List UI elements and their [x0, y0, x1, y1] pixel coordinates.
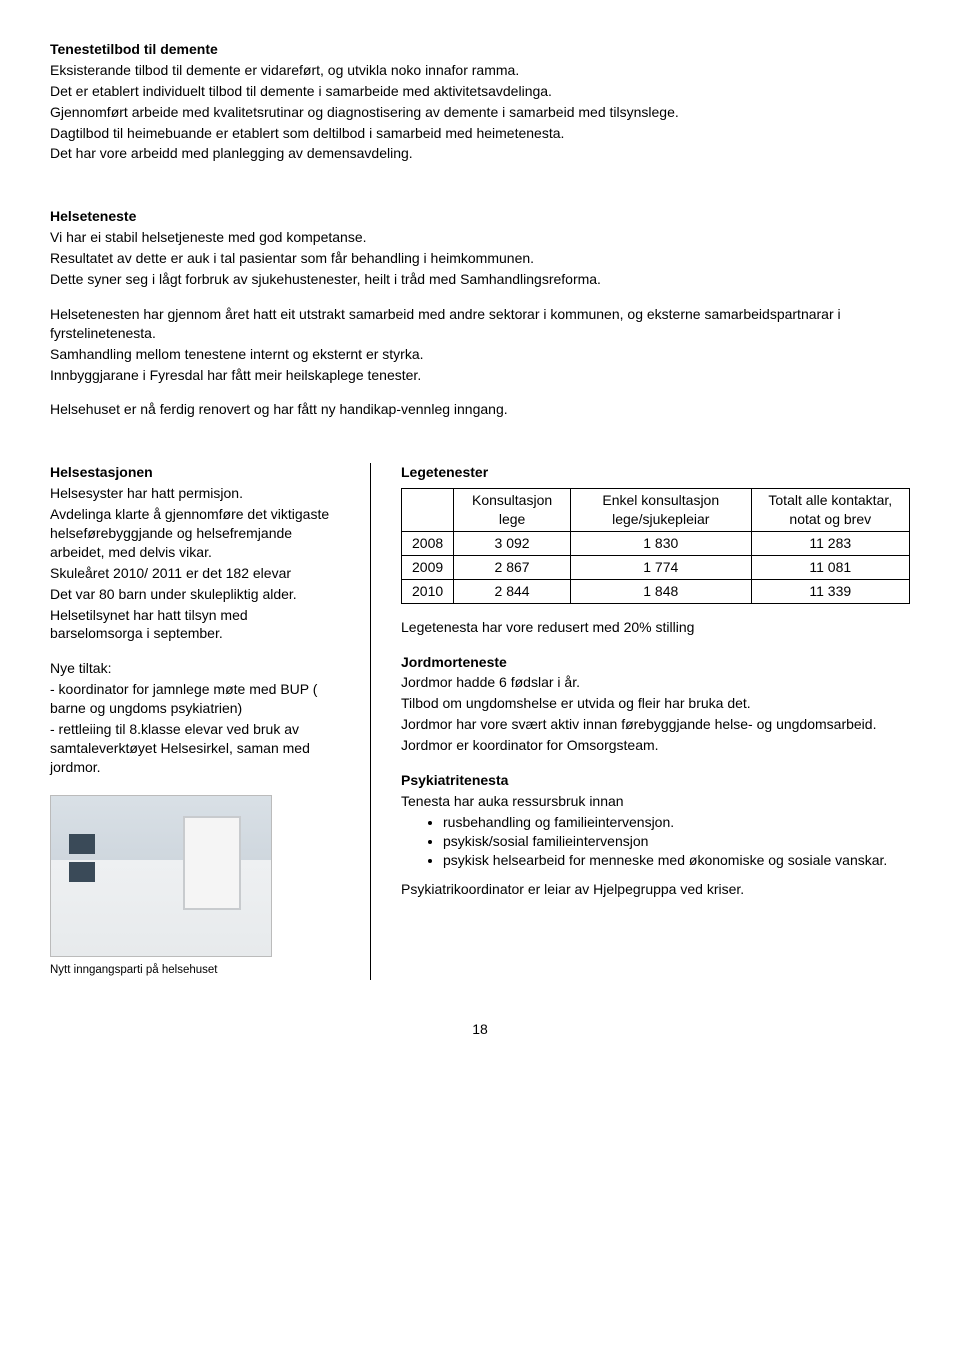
table-cell: 2 867 — [454, 555, 571, 579]
lege-table: Konsultasjon lege Enkel konsultasjon leg… — [401, 488, 910, 603]
bullet-list: rusbehandling og familieintervensjon. ps… — [401, 813, 910, 870]
text: Gjennomført arbeide med kvalitetsrutinar… — [50, 103, 910, 122]
text: Helsetenesten har gjennom året hatt eit … — [50, 305, 910, 343]
list-item: psykisk helsearbeid for menneske med øko… — [443, 851, 910, 870]
photo-helsehuset — [50, 795, 272, 957]
text: Jordmor har vore svært aktiv innan føreb… — [401, 715, 910, 734]
table-row: 2010 2 844 1 848 11 339 — [402, 579, 910, 603]
table-cell: 2010 — [402, 579, 454, 603]
section-demente: Tenestetilbod til demente Eksisterande t… — [50, 40, 910, 163]
table-cell: 2009 — [402, 555, 454, 579]
column-divider — [370, 463, 371, 980]
table-header-row: Konsultasjon lege Enkel konsultasjon leg… — [402, 489, 910, 532]
text: Det var 80 barn under skulepliktig alder… — [50, 585, 340, 604]
text: Skuleåret 2010/ 2011 er det 182 elevar — [50, 564, 340, 583]
table-cell: 1 830 — [571, 532, 752, 556]
text: Jordmor hadde 6 fødslar i år. — [401, 673, 910, 692]
text: Psykiatrikoordinator er leiar av Hjelpeg… — [401, 880, 910, 899]
table-cell: 3 092 — [454, 532, 571, 556]
heading-helsestasjon: Helsestasjonen — [50, 463, 340, 482]
text: Avdelinga klarte å gjennomføre det vikti… — [50, 505, 340, 562]
table-cell: 11 283 — [751, 532, 909, 556]
section-helseteneste: Helseteneste Vi har ei stabil helsetjene… — [50, 207, 910, 419]
list-item: rusbehandling og familieintervensjon. — [443, 813, 910, 832]
text: Dagtilbod til heimebuande er etablert so… — [50, 124, 910, 143]
text: - koordinator for jamnlege møte med BUP … — [50, 680, 340, 718]
heading-psykiatri: Psykiatritenesta — [401, 771, 910, 790]
text: Samhandling mellom tenestene internt og … — [50, 345, 910, 364]
table-row: 2009 2 867 1 774 11 081 — [402, 555, 910, 579]
table-header — [402, 489, 454, 532]
text: Vi har ei stabil helsetjeneste med god k… — [50, 228, 910, 247]
text: Tenesta har auka ressursbruk innan — [401, 792, 910, 811]
text: Det har vore arbeidd med planlegging av … — [50, 144, 910, 163]
text: Helsehuset er nå ferdig renovert og har … — [50, 400, 910, 419]
text: Helsesyster har hatt permisjon. — [50, 484, 340, 503]
two-column-layout: Helsestasjonen Helsesyster har hatt perm… — [50, 463, 910, 980]
table-header: Enkel konsultasjon lege/sjukepleiar — [571, 489, 752, 532]
text: Legetenesta har vore redusert med 20% st… — [401, 618, 910, 637]
heading-jordmor: Jordmorteneste — [401, 653, 910, 672]
table-cell: 2008 — [402, 532, 454, 556]
list-item: psykisk/sosial familieintervensjon — [443, 832, 910, 851]
table-cell: 1 774 — [571, 555, 752, 579]
table-header: Konsultasjon lege — [454, 489, 571, 532]
text: Det er etablert individuelt tilbod til d… — [50, 82, 910, 101]
text: Resultatet av dette er auk i tal pasient… — [50, 249, 910, 268]
subheading-nye-tiltak: Nye tiltak: — [50, 659, 340, 678]
heading-demente: Tenestetilbod til demente — [50, 40, 910, 59]
table-header: Totalt alle kontaktar, notat og brev — [751, 489, 909, 532]
text: Tilbod om ungdomshelse er utvida og flei… — [401, 694, 910, 713]
table-cell: 11 339 — [751, 579, 909, 603]
text: Innbyggjarane i Fyresdal har fått meir h… — [50, 366, 910, 385]
table-row: 2008 3 092 1 830 11 283 — [402, 532, 910, 556]
text: Dette syner seg i lågt forbruk av sjukeh… — [50, 270, 910, 289]
heading-legetenester: Legetenester — [401, 463, 910, 482]
text: Helsetilsynet har hatt tilsyn med barsel… — [50, 606, 340, 644]
column-right: Legetenester Konsultasjon lege Enkel kon… — [401, 463, 910, 980]
text: Eksisterande tilbod til demente er vidar… — [50, 61, 910, 80]
column-left: Helsestasjonen Helsesyster har hatt perm… — [50, 463, 340, 980]
photo-caption: Nytt inngangsparti på helsehuset — [50, 963, 340, 979]
table-cell: 11 081 — [751, 555, 909, 579]
page-number: 18 — [50, 1020, 910, 1039]
text: Jordmor er koordinator for Omsorgsteam. — [401, 736, 910, 755]
heading-helseteneste: Helseteneste — [50, 207, 910, 226]
table-cell: 2 844 — [454, 579, 571, 603]
text: - rettleiing til 8.klasse elevar ved bru… — [50, 720, 340, 777]
table-cell: 1 848 — [571, 579, 752, 603]
